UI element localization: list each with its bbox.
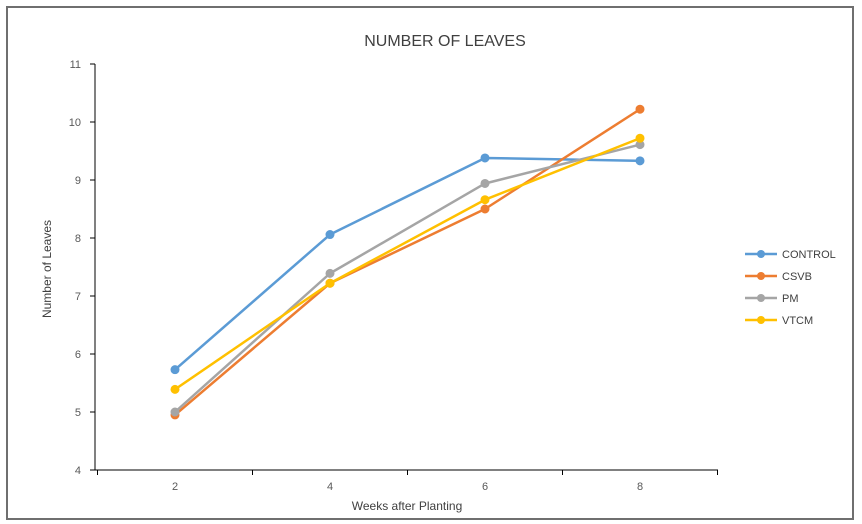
data-point-vtcm: [635, 133, 645, 143]
tick-labels: 4 5 6 7 8 9 10 11 2 4 6 8: [69, 59, 643, 493]
legend-label: CSVB: [782, 271, 812, 283]
y-tick-label: 8: [75, 233, 81, 245]
x-tick-label: 6: [482, 481, 488, 493]
data-point-vtcm: [325, 278, 335, 288]
y-tick-label: 5: [75, 407, 81, 419]
legend-item-vtcm: VTCM: [745, 315, 813, 327]
y-tick-label: 9: [75, 175, 81, 187]
series-line-pm: [174, 143, 641, 413]
y-tick-label: 7: [75, 291, 81, 303]
series-line-control: [174, 156, 641, 371]
data-point-csvb: [480, 204, 490, 214]
series-lines: [174, 108, 641, 416]
legend-item-pm: PM: [745, 293, 799, 305]
y-tick-label: 10: [69, 117, 81, 129]
x-tick-label: 4: [327, 481, 333, 493]
chart-frame: [6, 6, 854, 520]
y-tick-label: 6: [75, 349, 81, 361]
legend-item-csvb: CSVB: [745, 271, 812, 283]
data-point-pm: [480, 178, 490, 188]
x-tick-label: 8: [637, 481, 643, 493]
data-point-vtcm: [480, 195, 490, 205]
legend: CONTROL CSVB PM VTCM: [745, 249, 836, 327]
x-tick-label: 2: [172, 481, 178, 493]
legend-marker: [757, 272, 765, 280]
data-point-control: [480, 153, 490, 163]
chart-title: NUMBER OF LEAVES: [364, 33, 526, 50]
data-point-csvb: [635, 104, 645, 114]
series-line-vtcm: [174, 137, 641, 391]
legend-label: VTCM: [782, 315, 813, 327]
x-axis-title: Weeks after Planting: [352, 499, 463, 513]
y-tick-label: 4: [75, 465, 81, 477]
legend-marker: [757, 250, 765, 258]
legend-label: CONTROL: [782, 249, 836, 261]
y-axis-title: Number of Leaves: [40, 220, 54, 318]
y-tick-label: 11: [70, 59, 81, 71]
data-point-control: [170, 365, 180, 375]
data-point-pm: [170, 407, 180, 417]
series-line-csvb: [174, 108, 641, 416]
legend-label: PM: [782, 293, 799, 305]
data-point-control: [325, 230, 335, 240]
legend-marker: [757, 316, 765, 324]
data-point-pm: [325, 268, 335, 278]
data-point-control: [635, 156, 645, 166]
series-points: [170, 104, 645, 420]
legend-marker: [757, 294, 765, 302]
data-point-vtcm: [170, 384, 180, 394]
axes: [90, 63, 718, 475]
legend-item-control: CONTROL: [745, 249, 836, 261]
